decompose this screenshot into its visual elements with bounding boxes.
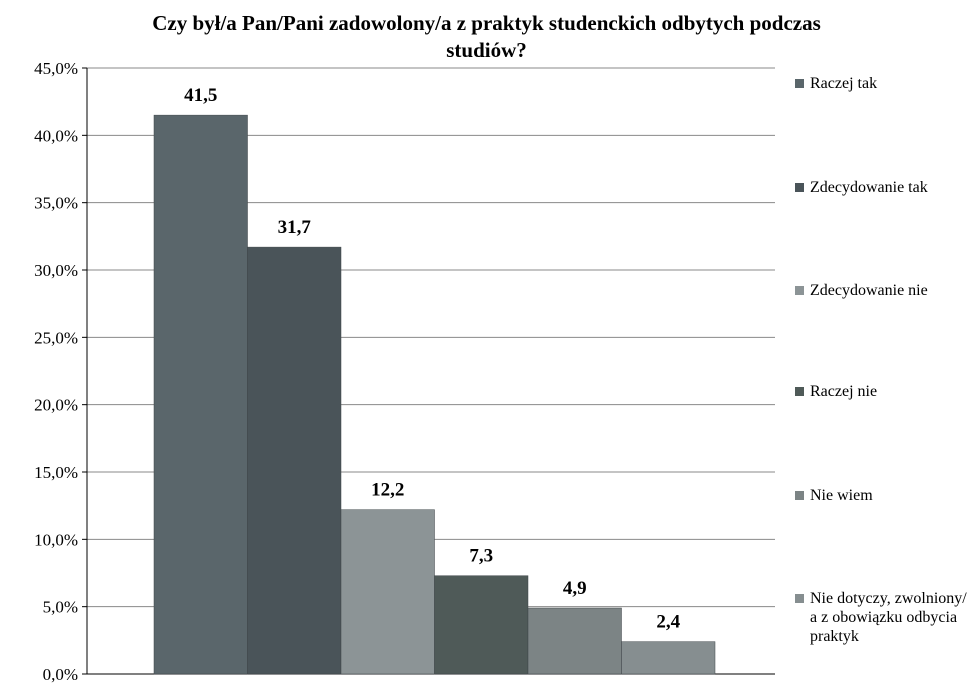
legend-label: Raczej nie [810,383,878,400]
data-label: 41,5 [184,85,217,106]
bar [621,641,716,675]
data-label: 31,7 [278,217,312,238]
y-tick-label: 40,0% [34,126,78,145]
data-label: 4,9 [563,578,587,599]
legend-swatch [795,594,804,603]
bar [434,575,529,675]
y-tick-label: 30,0% [34,261,78,280]
y-tick-label: 35,0% [34,194,78,213]
y-tick-label: 15,0% [34,463,78,482]
legend-label: Nie dotyczy, zwolniony/ a z obowiązku od… [810,590,967,645]
bar [247,246,342,675]
y-tick-label: 20,0% [34,396,78,415]
bar [527,607,622,675]
legend-swatch [795,387,804,396]
legend-swatch [795,79,804,88]
y-tick-label: 10,0% [34,530,78,549]
bar [153,114,248,675]
chart-title-line-1: Czy był/a Pan/Pani zadowolony/a z prakty… [152,11,821,35]
legend-label: Zdecydowanie nie [810,282,928,299]
legend-swatch [795,491,804,500]
y-tick-label: 45,0% [34,59,78,78]
data-label: 2,4 [656,612,680,633]
legend-swatch [795,183,804,192]
data-label: 12,2 [371,480,404,501]
legend-swatch [795,286,804,295]
legend-label: Zdecydowanie tak [810,179,928,196]
y-tick-label: 0,0% [43,665,78,684]
y-tick-label: 5,0% [43,598,78,617]
legend-label: Nie wiem [810,487,873,504]
data-label: 7,3 [469,546,493,567]
legend-label: Raczej tak [810,75,878,92]
chart-title-line-2: studiów? [446,38,527,62]
chart-title: Czy był/a Pan/Pani zadowolony/a z prakty… [0,10,973,64]
bar [340,509,435,675]
y-tick-label: 25,0% [34,328,78,347]
